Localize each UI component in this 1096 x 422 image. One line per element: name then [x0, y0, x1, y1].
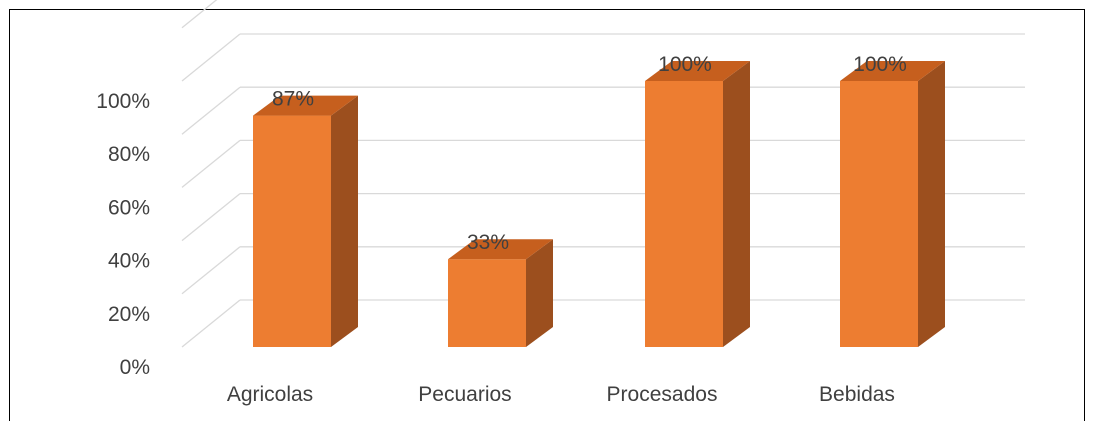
grid-layer	[181, 0, 1025, 348]
bar-pecuarios	[448, 239, 553, 347]
bars-layer	[253, 61, 945, 347]
gridline-diagonal	[181, 33, 241, 82]
y-axis-ticks: 0% 20% 40% 60% 80% 100%	[96, 90, 150, 379]
gridline-diagonal	[181, 0, 218, 29]
y-tick-label: 60%	[108, 196, 150, 219]
bar-bebidas	[840, 61, 945, 347]
bar-side	[723, 61, 750, 347]
data-labels-layer: 87% 33% 100% 100%	[272, 53, 907, 254]
category-label: Procesados	[607, 383, 718, 406]
y-tick-label: 20%	[108, 303, 150, 326]
y-tick-label: 40%	[108, 250, 150, 273]
gridline-diagonal	[181, 246, 241, 295]
bar-top	[840, 61, 945, 81]
chart-frame	[9, 9, 1085, 421]
data-label: 100%	[853, 53, 907, 76]
bar-front	[253, 115, 331, 347]
category-label: Agricolas	[227, 383, 313, 406]
bar-front	[448, 259, 526, 347]
gridline-diagonal	[181, 193, 241, 242]
gridline-diagonal	[181, 86, 241, 135]
data-label: 87%	[272, 88, 314, 111]
gridline-diagonal	[181, 299, 241, 348]
bar-side	[526, 239, 553, 347]
y-tick-label: 100%	[96, 90, 150, 113]
data-label: 100%	[658, 53, 712, 76]
category-label: Pecuarios	[418, 383, 511, 406]
y-tick-label: 80%	[108, 143, 150, 166]
bar-procesados	[645, 61, 750, 347]
bar-side	[918, 61, 945, 347]
gridline-diagonal	[181, 139, 241, 188]
bar-agricolas	[253, 95, 358, 347]
bar-top	[253, 95, 358, 116]
bar-top	[645, 61, 750, 81]
data-label: 33%	[467, 231, 509, 254]
bar-front	[840, 81, 918, 347]
x-axis-categories: Agricolas Pecuarios Procesados Bebidas	[227, 383, 895, 406]
bar-top	[448, 239, 553, 260]
y-tick-label: 0%	[120, 356, 150, 379]
bar-front	[645, 81, 723, 347]
category-label: Bebidas	[819, 383, 895, 406]
bar-side	[331, 95, 358, 347]
